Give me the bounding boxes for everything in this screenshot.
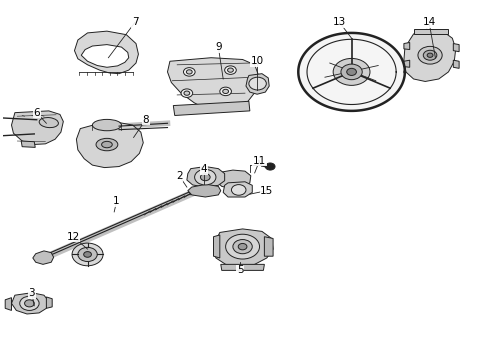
Polygon shape (187, 167, 224, 187)
Circle shape (200, 174, 210, 181)
Polygon shape (404, 30, 456, 81)
Polygon shape (414, 30, 448, 34)
Text: 2: 2 (176, 171, 183, 181)
Polygon shape (217, 170, 251, 189)
Polygon shape (74, 31, 138, 74)
Ellipse shape (93, 120, 122, 131)
Circle shape (225, 234, 260, 259)
Circle shape (224, 66, 236, 75)
Circle shape (427, 53, 433, 57)
Polygon shape (47, 297, 52, 308)
Circle shape (249, 77, 267, 90)
Circle shape (238, 243, 247, 250)
Polygon shape (246, 74, 269, 94)
Circle shape (298, 33, 405, 111)
Polygon shape (5, 298, 11, 310)
Circle shape (24, 300, 34, 307)
Circle shape (266, 163, 275, 170)
Polygon shape (76, 123, 143, 168)
Text: 8: 8 (143, 115, 149, 125)
Text: 1: 1 (113, 196, 120, 206)
Circle shape (341, 64, 362, 80)
Circle shape (183, 68, 195, 76)
Circle shape (186, 70, 192, 74)
Circle shape (72, 243, 103, 266)
Circle shape (423, 50, 437, 60)
Text: 6: 6 (33, 108, 40, 118)
Polygon shape (21, 141, 35, 147)
Text: 14: 14 (422, 17, 436, 27)
Circle shape (184, 91, 190, 95)
Circle shape (418, 46, 442, 64)
Circle shape (227, 68, 233, 72)
Text: 10: 10 (250, 56, 264, 66)
Text: 4: 4 (200, 165, 207, 174)
Circle shape (181, 89, 193, 98)
Circle shape (84, 252, 92, 257)
Circle shape (20, 296, 39, 310)
Circle shape (220, 87, 231, 96)
Text: 3: 3 (28, 288, 35, 298)
Text: 5: 5 (237, 265, 244, 275)
Polygon shape (173, 101, 250, 116)
Polygon shape (11, 293, 49, 314)
Polygon shape (404, 60, 410, 67)
Ellipse shape (101, 141, 112, 148)
Text: 7: 7 (132, 17, 138, 27)
Text: 12: 12 (67, 232, 80, 242)
Circle shape (347, 68, 356, 76)
Circle shape (333, 58, 370, 85)
Ellipse shape (96, 138, 118, 151)
Polygon shape (265, 237, 273, 256)
Circle shape (78, 247, 97, 261)
Circle shape (223, 89, 228, 94)
Text: 13: 13 (333, 17, 346, 27)
Polygon shape (223, 182, 252, 197)
Circle shape (195, 169, 216, 185)
Polygon shape (404, 42, 410, 50)
Polygon shape (221, 264, 265, 270)
Polygon shape (81, 45, 129, 67)
Polygon shape (168, 58, 259, 111)
Polygon shape (214, 229, 273, 267)
Circle shape (233, 239, 252, 254)
Polygon shape (188, 184, 221, 197)
Text: 11: 11 (253, 156, 266, 166)
Circle shape (231, 185, 246, 195)
Ellipse shape (39, 118, 58, 127)
Polygon shape (11, 111, 63, 145)
Polygon shape (33, 251, 53, 264)
Polygon shape (214, 235, 220, 258)
Text: 15: 15 (260, 186, 273, 195)
Polygon shape (453, 44, 459, 52)
Text: 9: 9 (215, 42, 221, 52)
Polygon shape (453, 60, 459, 68)
